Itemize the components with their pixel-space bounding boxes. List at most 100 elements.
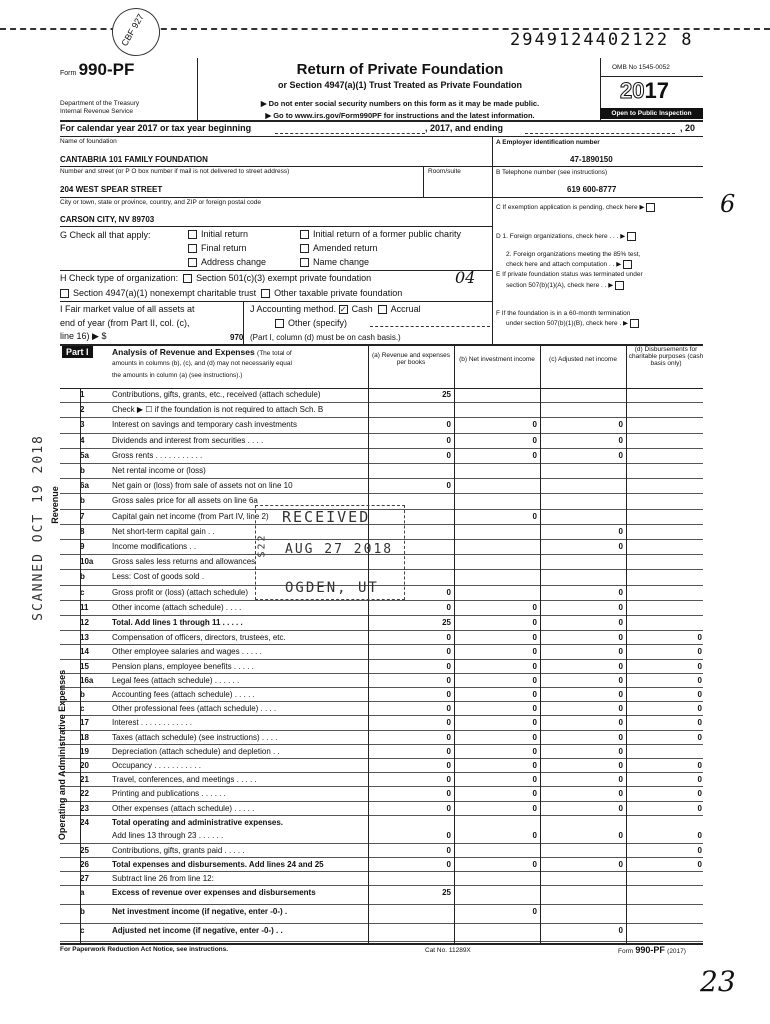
amount-col-c[interactable]: 0 — [618, 618, 623, 627]
amount-col-a[interactable]: 0 — [446, 420, 451, 430]
tax-year-end-field[interactable] — [525, 133, 675, 134]
amount-col-b[interactable]: 0 — [532, 435, 537, 445]
g-amended-return[interactable]: Amended return — [300, 243, 378, 254]
amount-col-b[interactable]: 0 — [532, 789, 537, 799]
phone-value[interactable]: 619 600-8777 — [567, 185, 617, 194]
amount-col-d[interactable]: 0 — [697, 690, 702, 699]
amount-col-c[interactable]: 0 — [618, 526, 623, 536]
city-state-zip[interactable]: CARSON CITY, NV 89703 — [60, 215, 155, 224]
g-address-change[interactable]: Address change — [188, 257, 266, 268]
amount-col-c[interactable]: 0 — [618, 647, 623, 657]
amount-col-c[interactable]: 0 — [618, 746, 623, 756]
amount-col-a[interactable]: 0 — [446, 661, 451, 671]
g-name-change[interactable]: Name change — [300, 257, 369, 268]
amount-col-b[interactable]: 0 — [532, 690, 537, 699]
other-method-field[interactable] — [370, 326, 490, 327]
amount-col-a[interactable]: 0 — [446, 675, 451, 685]
fair-market-value[interactable]: 970 — [230, 333, 244, 342]
amount-col-d[interactable]: 0 — [697, 675, 702, 685]
amount-col-a[interactable]: 25 — [442, 888, 451, 898]
amount-col-c[interactable]: 0 — [618, 704, 623, 714]
foundation-name[interactable]: CANTABRIA 101 FAMILY FOUNDATION — [60, 155, 208, 164]
amount-col-a[interactable]: 0 — [446, 732, 451, 742]
amount-col-b[interactable]: 0 — [532, 633, 537, 643]
amount-col-b[interactable]: 0 — [532, 830, 537, 840]
amount-col-c[interactable]: 0 — [618, 420, 623, 430]
amount-col-c[interactable]: 0 — [618, 675, 623, 685]
amount-col-a[interactable]: 0 — [446, 789, 451, 799]
h-other-checkbox[interactable] — [261, 289, 271, 299]
amount-col-c[interactable]: 0 — [618, 435, 623, 445]
amount-col-a[interactable]: 0 — [446, 704, 451, 714]
amount-col-a[interactable]: 0 — [446, 860, 451, 869]
amount-col-b[interactable]: 0 — [532, 746, 537, 756]
amount-col-c[interactable]: 0 — [618, 830, 623, 840]
amount-col-b[interactable]: 0 — [532, 732, 537, 742]
accrual-checkbox[interactable] — [377, 305, 387, 315]
amount-col-d[interactable]: 0 — [697, 718, 702, 728]
h-501c3-checkbox[interactable] — [183, 274, 193, 284]
amount-col-b[interactable]: 0 — [532, 420, 537, 430]
amount-col-c[interactable]: 0 — [618, 690, 623, 699]
amount-col-c[interactable]: 0 — [618, 450, 623, 460]
amount-col-a[interactable]: 0 — [446, 803, 451, 813]
amount-col-d[interactable]: 0 — [697, 845, 702, 855]
amount-col-a[interactable]: 0 — [446, 746, 451, 756]
amount-col-a[interactable]: 25 — [442, 390, 451, 399]
amount-col-c[interactable]: 0 — [618, 732, 623, 742]
amount-col-b[interactable]: 0 — [532, 661, 537, 671]
amount-col-b[interactable]: 0 — [532, 803, 537, 813]
amount-col-a[interactable]: 0 — [446, 830, 451, 840]
amount-col-b[interactable]: 0 — [532, 907, 537, 917]
amount-col-d[interactable]: 0 — [697, 860, 702, 869]
tax-year-begin-field[interactable] — [275, 133, 425, 134]
checkbox[interactable] — [188, 258, 197, 268]
amount-col-c[interactable]: 0 — [618, 602, 623, 612]
cash-checkbox[interactable]: ✓ — [338, 305, 348, 315]
amount-col-d[interactable]: 0 — [697, 704, 702, 714]
amount-col-a[interactable]: 0 — [446, 647, 451, 657]
amount-col-a[interactable]: 0 — [446, 633, 451, 643]
amount-col-b[interactable]: 0 — [532, 675, 537, 685]
status-terminated-checkbox[interactable] — [615, 281, 625, 290]
amount-col-c[interactable]: 0 — [618, 775, 623, 785]
amount-col-a[interactable]: 0 — [446, 718, 451, 728]
amount-col-c[interactable]: 0 — [618, 587, 623, 597]
amount-col-b[interactable]: 0 — [532, 775, 537, 785]
amount-col-d[interactable]: 0 — [697, 803, 702, 813]
amount-col-a[interactable]: 0 — [446, 602, 451, 612]
amount-col-b[interactable]: 0 — [532, 704, 537, 714]
checkbox[interactable] — [188, 230, 197, 240]
g-initial-former-charity[interactable]: Initial return of a former public charit… — [300, 229, 461, 240]
amount-col-a[interactable]: 0 — [446, 845, 451, 855]
checkbox[interactable] — [300, 230, 309, 240]
amount-col-a[interactable]: 0 — [446, 435, 451, 445]
ein-value[interactable]: 47-1890150 — [570, 155, 613, 164]
amount-col-d[interactable]: 0 — [697, 661, 702, 671]
amount-col-a[interactable]: 0 — [446, 587, 451, 597]
termination-checkbox[interactable] — [629, 319, 639, 328]
other-method-checkbox[interactable] — [275, 319, 284, 329]
amount-col-c[interactable]: 0 — [618, 761, 623, 770]
amount-col-b[interactable]: 0 — [532, 450, 537, 460]
amount-col-d[interactable]: 0 — [697, 830, 702, 840]
checkbox[interactable] — [300, 258, 309, 268]
g-initial-return[interactable]: Initial return — [188, 229, 248, 240]
amount-col-b[interactable]: 0 — [532, 618, 537, 627]
exemption-pending-checkbox[interactable] — [646, 203, 656, 212]
amount-col-c[interactable]: 0 — [618, 925, 623, 935]
amount-col-d[interactable]: 0 — [697, 761, 702, 770]
checkbox[interactable] — [300, 244, 309, 254]
amount-col-b[interactable]: 0 — [532, 511, 537, 521]
amount-col-b[interactable]: 0 — [532, 761, 537, 770]
amount-col-a[interactable]: 0 — [446, 761, 451, 770]
amount-col-a[interactable]: 25 — [442, 618, 451, 627]
foreign-org-checkbox[interactable] — [627, 232, 637, 241]
amount-col-d[interactable]: 0 — [697, 647, 702, 657]
amount-col-c[interactable]: 0 — [618, 789, 623, 799]
amount-col-c[interactable]: 0 — [618, 860, 623, 869]
amount-col-b[interactable]: 0 — [532, 718, 537, 728]
foreign-85-checkbox[interactable] — [623, 260, 633, 269]
checkbox[interactable] — [188, 244, 197, 254]
amount-col-d[interactable]: 0 — [697, 633, 702, 643]
